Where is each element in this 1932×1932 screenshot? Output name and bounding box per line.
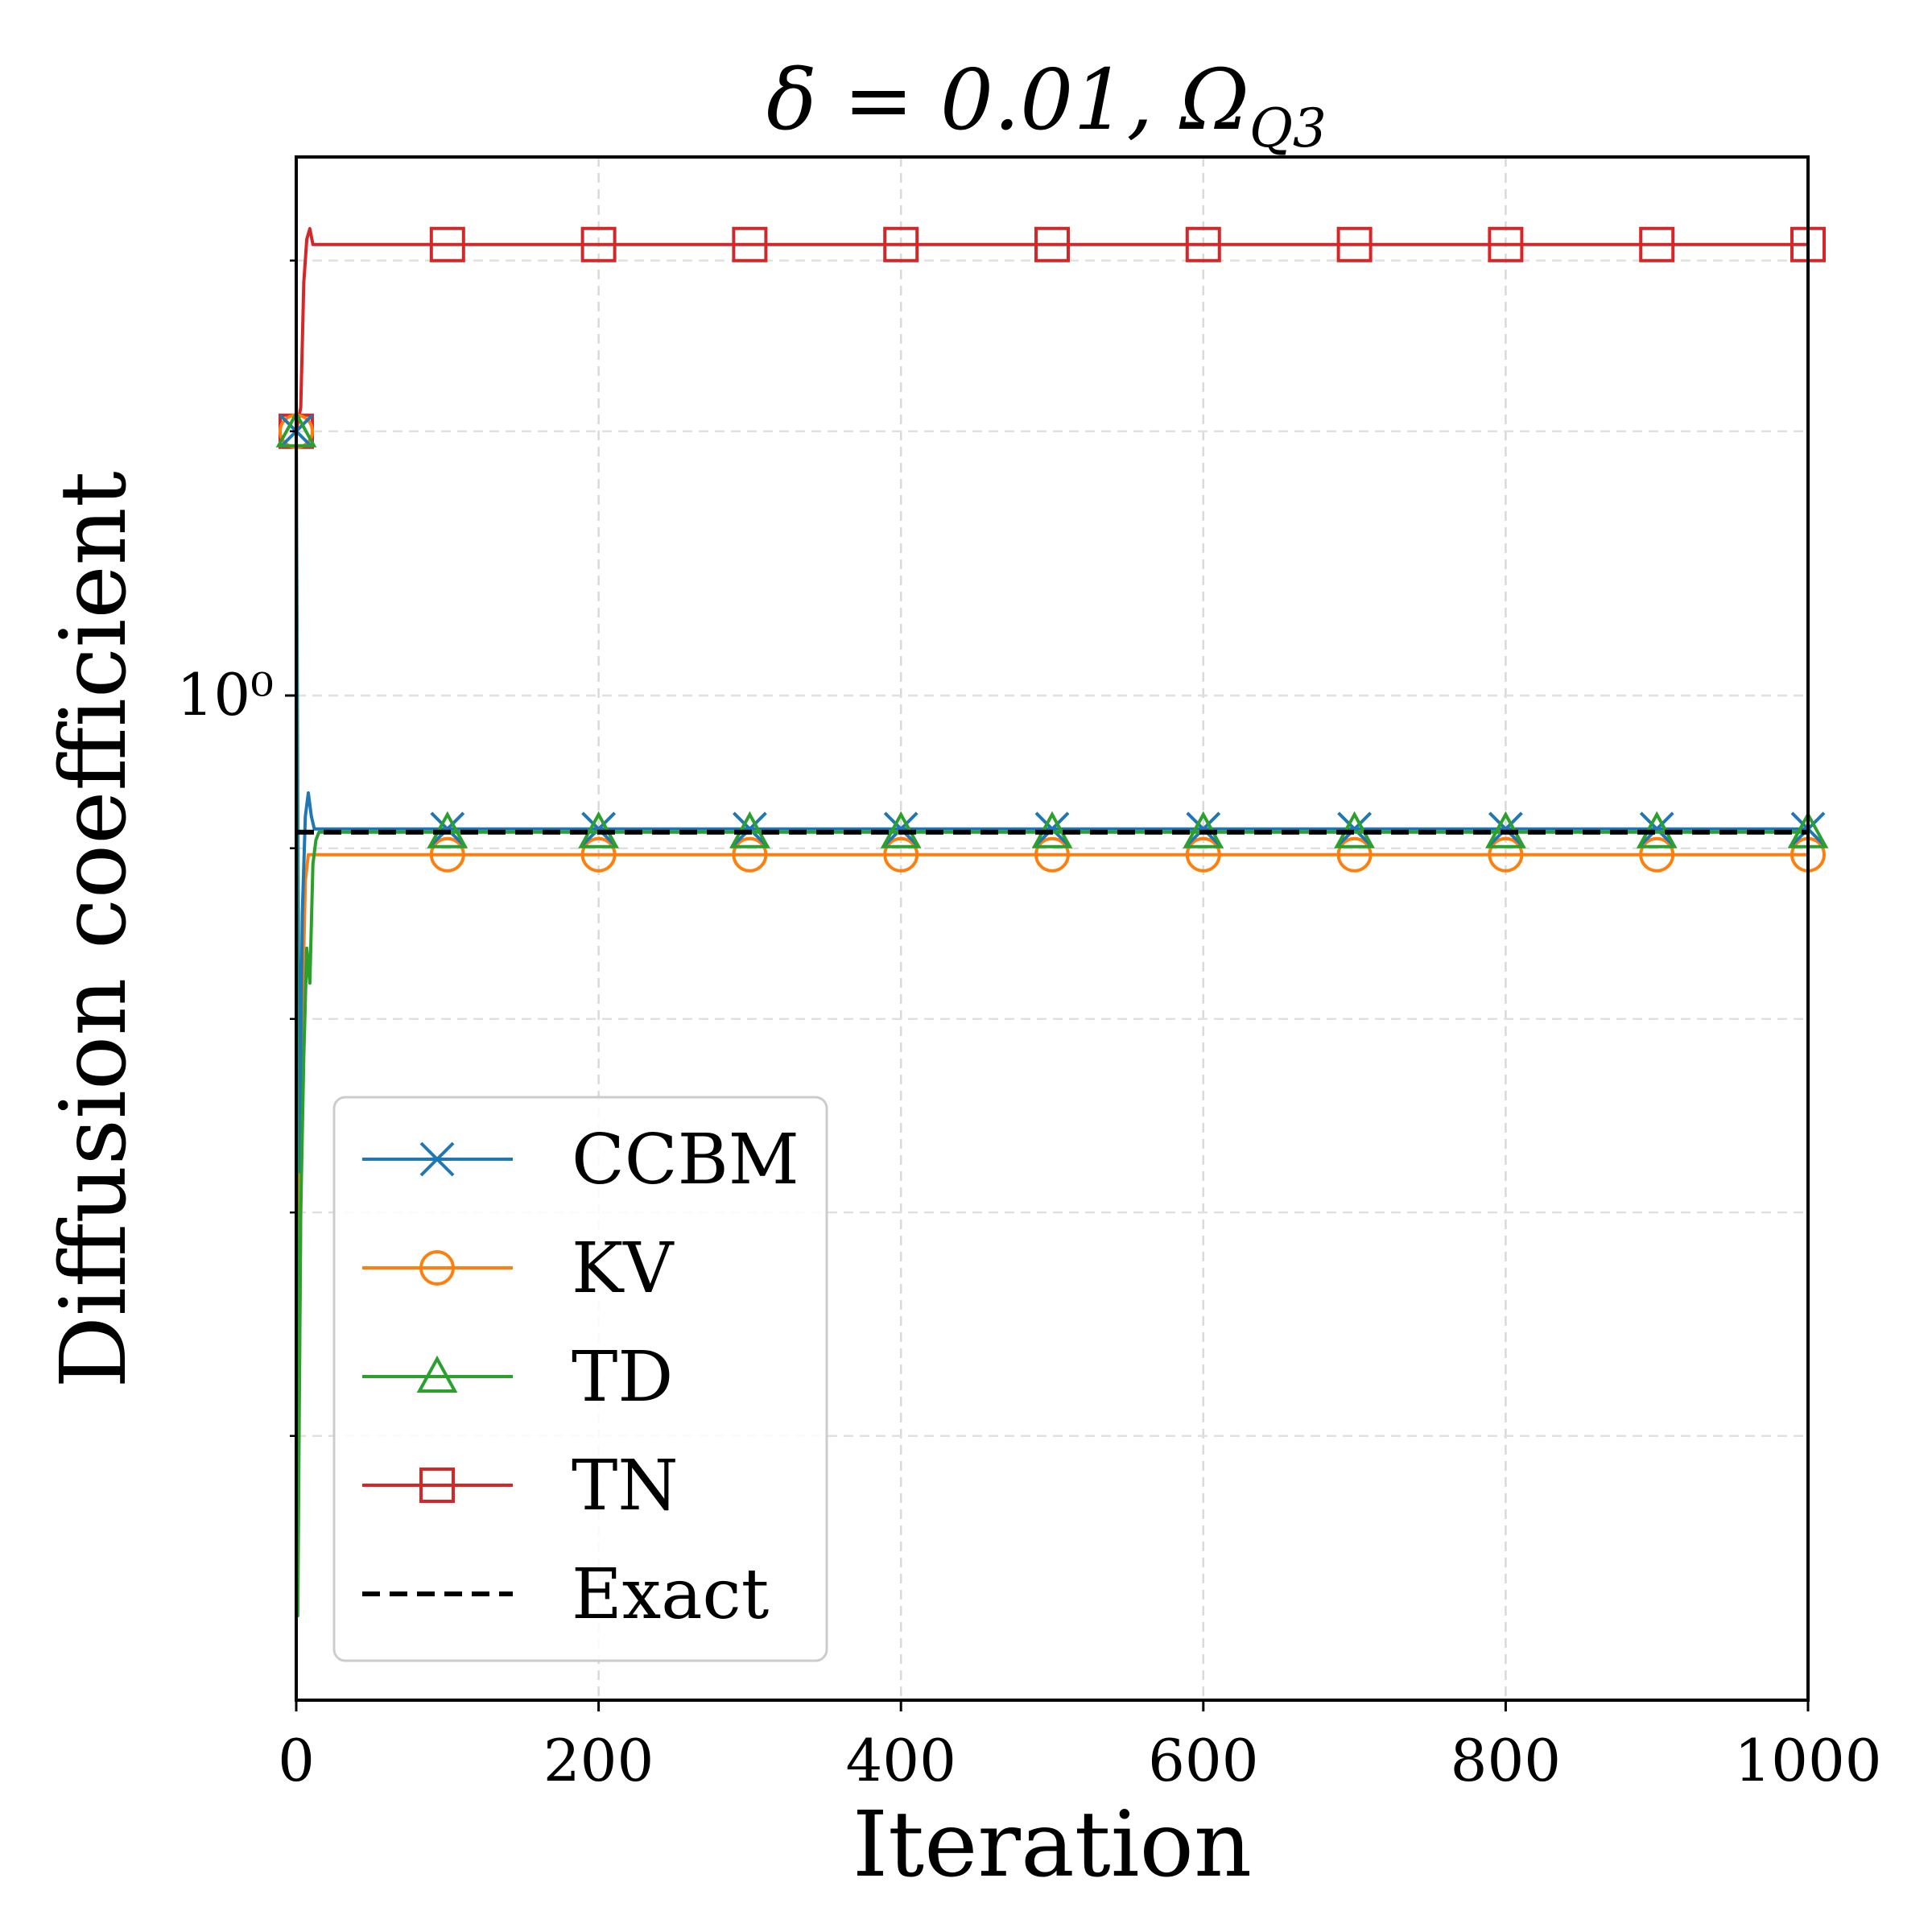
x-tick-label: 200 bbox=[543, 1727, 654, 1794]
x-tick-label: 0 bbox=[278, 1727, 315, 1794]
y-axis-label: Diffusion coefficient bbox=[42, 471, 147, 1389]
x-tick-label: 800 bbox=[1451, 1727, 1561, 1794]
marker-kv bbox=[1034, 836, 1070, 873]
legend-marker-tn bbox=[419, 1468, 455, 1503]
marker-kv bbox=[883, 836, 919, 873]
x-tick-label: 600 bbox=[1148, 1727, 1258, 1794]
marker-tn bbox=[1185, 226, 1221, 262]
y-tick-label: 10⁰ bbox=[177, 661, 274, 729]
legend-marker-kv bbox=[419, 1250, 455, 1286]
marker-kv bbox=[580, 836, 617, 873]
marker-ccbm bbox=[883, 811, 919, 847]
marker-tn bbox=[1639, 226, 1675, 262]
legend-label-td: TD bbox=[572, 1337, 673, 1418]
marker-ccbm bbox=[1639, 811, 1674, 847]
grid-lines bbox=[296, 157, 1808, 1700]
marker-kv bbox=[732, 836, 768, 873]
legend: CCBM KV TD TN Exact bbox=[332, 1096, 828, 1662]
series-line-ccbm bbox=[295, 431, 1808, 1174]
marker-tn bbox=[580, 226, 617, 262]
marker-tn bbox=[1336, 226, 1373, 262]
marker-kv bbox=[1185, 836, 1221, 873]
axis-ticks: 0 200 400 600 800 1000 10⁰ bbox=[177, 259, 1882, 1794]
legend-marker-ccbm bbox=[419, 1141, 455, 1177]
x-tick-label: 1000 bbox=[1734, 1727, 1881, 1794]
marker-ccbm bbox=[1337, 811, 1373, 847]
chart-title: δ = 0.01, ΩQ3 bbox=[766, 51, 1327, 159]
legend-label-kv: KV bbox=[572, 1228, 675, 1309]
legend-marker-td bbox=[416, 1355, 458, 1393]
plot-frame bbox=[295, 155, 1810, 1702]
marker-kv bbox=[1639, 836, 1675, 873]
marker-ccbm bbox=[1488, 811, 1523, 847]
legend-label-tn: TN bbox=[572, 1446, 679, 1526]
legend-label-ccbm: CCBM bbox=[572, 1120, 799, 1200]
marker-ccbm bbox=[732, 811, 767, 847]
marker-tn bbox=[1488, 226, 1524, 262]
marker-ccbm bbox=[581, 811, 617, 847]
marker-ccbm bbox=[1186, 811, 1221, 847]
marker-tn bbox=[1034, 226, 1070, 262]
x-tick-label: 400 bbox=[845, 1727, 956, 1794]
series-line-tn bbox=[295, 227, 1808, 432]
marker-kv bbox=[1336, 836, 1373, 873]
series-kv bbox=[279, 413, 1826, 1390]
legend-box bbox=[332, 1096, 828, 1662]
marker-tn bbox=[883, 226, 919, 262]
series-ccbm bbox=[279, 414, 1826, 1174]
marker-tn bbox=[429, 226, 465, 262]
legend-label-exact: Exact bbox=[572, 1554, 769, 1635]
marker-tn bbox=[732, 226, 768, 262]
chart-title-subscript: Q3 bbox=[1249, 97, 1327, 159]
chart-title-main: δ = 0.01, Ω bbox=[766, 51, 1249, 149]
series-line-kv bbox=[295, 431, 1808, 1390]
marker-kv bbox=[1488, 836, 1524, 873]
x-axis-label: Iteration bbox=[852, 1793, 1252, 1897]
marker-ccbm bbox=[430, 811, 465, 847]
marker-kv bbox=[429, 836, 465, 873]
series-layer bbox=[275, 226, 1829, 1618]
marker-ccbm bbox=[1034, 811, 1070, 847]
